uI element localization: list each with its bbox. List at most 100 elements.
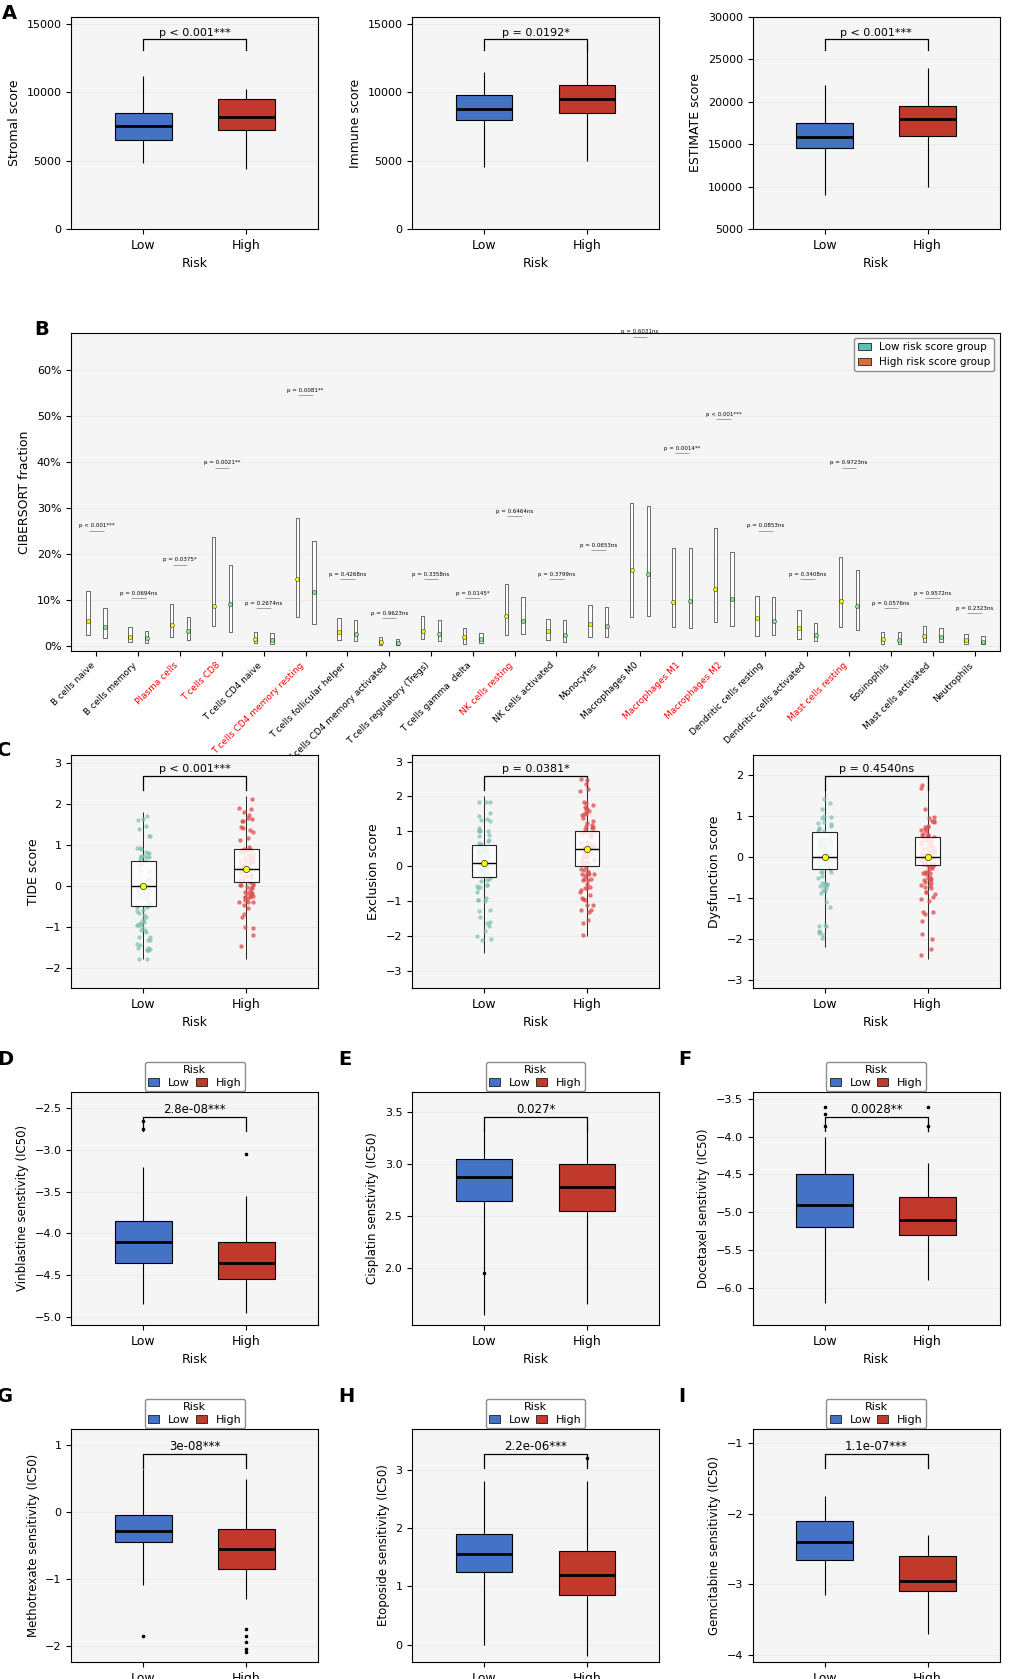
Bar: [713, 529, 716, 623]
Point: [478, 855, 494, 881]
Point: [578, 875, 594, 902]
Point: [242, 848, 258, 875]
Point: [470, 787, 486, 814]
Text: 0.0028**: 0.0028**: [849, 1103, 902, 1117]
Bar: [558, 1164, 614, 1211]
Bar: [455, 1159, 512, 1200]
Point: [472, 831, 488, 858]
Point: [141, 823, 157, 850]
Text: H: H: [337, 1387, 354, 1405]
Point: [136, 902, 152, 928]
Legend: Low risk score group, High risk score group: Low risk score group, High risk score gr…: [853, 337, 994, 371]
Point: [579, 848, 595, 875]
Point: [810, 831, 826, 858]
Point: [244, 880, 260, 907]
Point: [817, 871, 834, 898]
Point: [232, 871, 249, 898]
Point: [916, 858, 932, 885]
Point: [925, 808, 942, 834]
Point: [924, 840, 941, 866]
Point: [140, 927, 156, 954]
Point: [574, 803, 590, 829]
Point: [819, 846, 836, 873]
Point: [471, 818, 487, 845]
Point: [247, 625, 263, 651]
Point: [222, 591, 238, 618]
Point: [243, 880, 259, 907]
Point: [583, 811, 599, 838]
Point: [142, 935, 158, 962]
Bar: [471, 845, 496, 876]
Point: [922, 840, 938, 866]
Bar: [855, 569, 858, 630]
Point: [574, 922, 590, 949]
Point: [473, 927, 489, 954]
Bar: [455, 96, 512, 119]
Point: [469, 846, 485, 873]
Point: [136, 843, 152, 870]
Point: [230, 888, 247, 915]
Point: [923, 826, 940, 853]
Point: [141, 888, 157, 915]
Point: [922, 865, 938, 892]
Point: [582, 840, 598, 866]
X-axis label: Risk: Risk: [522, 257, 548, 270]
Point: [232, 826, 249, 853]
Text: p < 0.001***: p < 0.001***: [159, 764, 230, 774]
Point: [917, 834, 933, 861]
Point: [682, 588, 698, 615]
Text: I: I: [678, 1387, 685, 1405]
Point: [477, 917, 493, 944]
Y-axis label: CIBERSORT fraction: CIBERSORT fraction: [18, 430, 32, 554]
Point: [812, 870, 828, 897]
Point: [916, 841, 932, 868]
Point: [139, 625, 155, 651]
Point: [471, 833, 487, 860]
Point: [578, 1444, 594, 1471]
Point: [306, 579, 322, 606]
Point: [572, 848, 588, 875]
Point: [238, 880, 255, 907]
Point: [242, 883, 258, 910]
Point: [810, 913, 826, 940]
Point: [817, 875, 834, 902]
Point: [919, 865, 935, 892]
Point: [129, 912, 146, 939]
Point: [916, 873, 932, 900]
Point: [480, 866, 496, 893]
Point: [817, 840, 834, 866]
Y-axis label: Etoposide sensitivity (IC50): Etoposide sensitivity (IC50): [376, 1464, 389, 1627]
Point: [139, 887, 155, 913]
Point: [497, 603, 514, 630]
Point: [912, 774, 928, 801]
Point: [472, 873, 488, 900]
Point: [577, 819, 593, 846]
Point: [814, 809, 830, 836]
Point: [233, 903, 250, 930]
Point: [480, 861, 496, 888]
Point: [572, 897, 588, 923]
Point: [920, 856, 936, 883]
Point: [470, 814, 486, 841]
Point: [664, 589, 681, 616]
Point: [237, 846, 254, 873]
Point: [817, 913, 834, 940]
Point: [235, 798, 252, 824]
Bar: [771, 596, 774, 635]
Point: [135, 907, 151, 934]
Point: [136, 1108, 152, 1135]
Point: [915, 623, 931, 650]
Point: [575, 838, 591, 865]
Point: [163, 613, 179, 640]
Point: [479, 818, 495, 845]
Point: [330, 618, 346, 645]
Point: [231, 855, 248, 881]
Point: [923, 925, 940, 952]
Point: [822, 813, 839, 840]
Point: [817, 888, 834, 915]
Bar: [379, 638, 382, 645]
Point: [242, 841, 258, 868]
Point: [813, 804, 829, 831]
Bar: [558, 86, 614, 112]
Point: [141, 858, 157, 885]
